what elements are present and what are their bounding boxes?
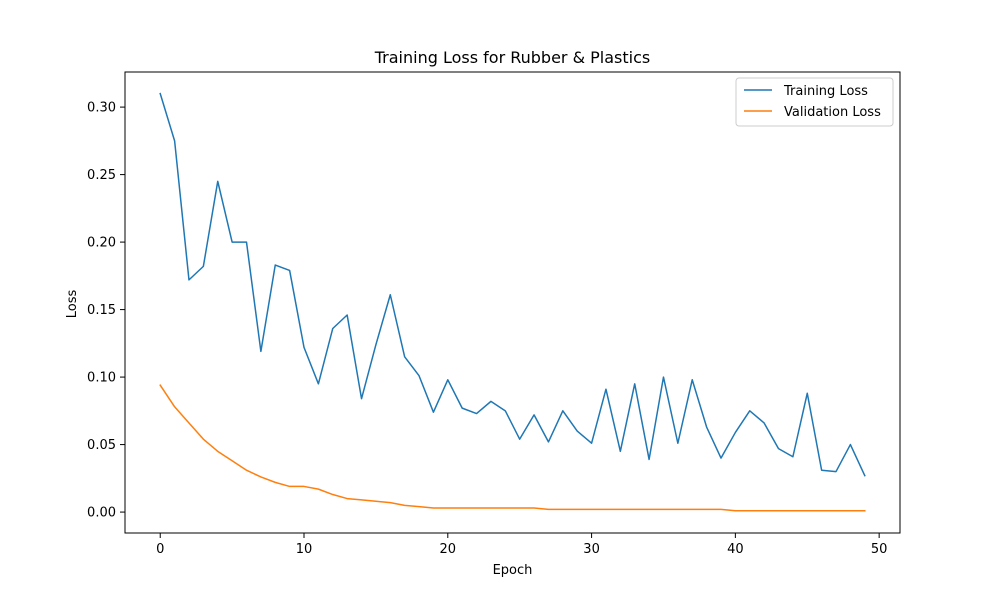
series-line-validation-loss: [159, 384, 866, 512]
x-tick-label: 20: [440, 542, 457, 557]
legend: Training Loss Validation Loss: [735, 77, 894, 127]
legend-label-training-loss: Training Loss: [783, 84, 868, 99]
legend-label-validation-loss: Validation Loss: [784, 105, 881, 120]
y-tick-label: 0.20: [87, 236, 116, 251]
y-tick-label: 0.05: [87, 438, 116, 453]
series-line-training-loss: [159, 92, 866, 477]
y-axis-label: Loss: [65, 290, 80, 319]
axis-ticks: 0 10 20 30 40 50 0.00 0.05 0.10 0.15 0.20 0.25 0.30: [87, 101, 887, 557]
x-tick-label: 10: [296, 542, 313, 557]
y-tick-label: 0.30: [87, 101, 116, 116]
y-tick-label: 0.25: [87, 168, 116, 183]
x-tick-label: 0: [156, 542, 164, 557]
chart-title: Training Loss for Rubber & Plastics: [374, 48, 651, 67]
x-tick-label: 50: [871, 542, 888, 557]
legend-box: [735, 77, 894, 127]
axes-frame: [124, 71, 901, 534]
plot-area: [159, 92, 866, 512]
x-tick-label: 30: [583, 542, 600, 557]
y-tick-label: 0.00: [87, 506, 116, 521]
x-axis-label: Epoch: [493, 563, 533, 578]
y-tick-label: 0.15: [87, 303, 116, 318]
x-tick-label: 40: [727, 542, 744, 557]
y-tick-label: 0.10: [87, 371, 116, 386]
